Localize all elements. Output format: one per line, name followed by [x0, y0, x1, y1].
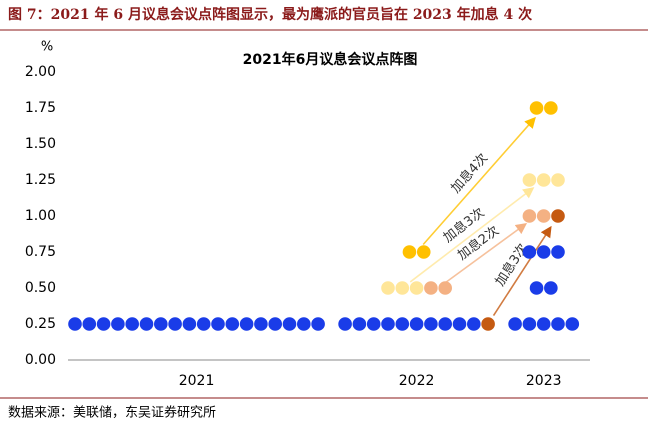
y-tick-label: 1.50 — [25, 136, 56, 152]
dot — [452, 317, 467, 331]
dot — [551, 173, 565, 187]
annotation-arrow — [445, 222, 528, 283]
dot — [544, 101, 558, 115]
dot — [297, 317, 311, 331]
annotation-arrow — [409, 187, 535, 283]
y-tick-label: 0.50 — [25, 280, 56, 296]
dot — [395, 317, 410, 331]
dot — [82, 317, 97, 331]
dot — [508, 317, 522, 331]
y-tick-label: 2.00 — [25, 64, 56, 80]
dot — [424, 281, 438, 295]
dot — [239, 317, 254, 331]
dot — [529, 281, 544, 295]
dot — [182, 317, 197, 331]
dot — [536, 209, 551, 223]
dot — [395, 281, 410, 295]
dot — [536, 317, 551, 331]
dot — [438, 317, 453, 331]
dot — [268, 317, 283, 331]
dot — [424, 317, 438, 331]
dot — [282, 317, 297, 331]
dot — [338, 317, 352, 331]
annotation-label: 加息4次 — [448, 150, 491, 196]
dot — [381, 317, 395, 331]
dot — [536, 245, 551, 259]
dot — [225, 317, 240, 331]
y-tick-label: 0.00 — [25, 352, 56, 368]
dot — [409, 281, 424, 295]
dot — [154, 317, 168, 331]
dot — [125, 317, 139, 331]
dot — [352, 317, 367, 331]
y-tick-label: 1.00 — [25, 208, 56, 224]
chart-title: 2021年6月议息会议点阵图 — [243, 51, 418, 68]
y-tick-label: 0.25 — [25, 316, 56, 332]
dot — [522, 173, 537, 187]
y-tick-label: 1.75 — [25, 100, 56, 116]
x-tick-label: 2021 — [179, 373, 215, 389]
x-tick-label: 2023 — [526, 373, 562, 389]
footer: 数据来源：美联储，东吴证券研究所 — [8, 405, 216, 421]
x-tick-label: 2022 — [399, 373, 435, 389]
dot — [111, 317, 125, 331]
dot — [211, 317, 225, 331]
dot — [551, 209, 565, 223]
dot — [96, 317, 111, 331]
dot — [402, 245, 417, 259]
dot — [529, 101, 544, 115]
y-tick-label: 1.25 — [25, 172, 56, 188]
dot — [544, 281, 558, 295]
annotation-arrow — [422, 116, 536, 246]
dot — [536, 173, 551, 187]
dot — [68, 317, 82, 331]
dot — [522, 245, 537, 259]
dot — [254, 317, 268, 331]
dot — [522, 317, 537, 331]
dot — [551, 317, 565, 331]
dot — [438, 281, 453, 295]
dot — [481, 317, 495, 331]
dot — [366, 317, 381, 331]
dot — [196, 317, 211, 331]
dot — [381, 281, 395, 295]
y-unit: % — [41, 40, 53, 55]
dot — [467, 317, 481, 331]
annotation-arrow — [492, 225, 552, 317]
y-tick-label: 0.75 — [25, 244, 56, 260]
dot — [565, 317, 580, 331]
dot — [551, 245, 565, 259]
dot — [416, 245, 431, 259]
dot — [311, 317, 325, 331]
dot — [168, 317, 182, 331]
dot — [409, 317, 424, 331]
header: 图 7：2021 年 6 月议息会议点阵图显示，最为鹰派的官员旨在 2023 年… — [8, 6, 532, 23]
dot — [522, 209, 537, 223]
dot — [139, 317, 154, 331]
